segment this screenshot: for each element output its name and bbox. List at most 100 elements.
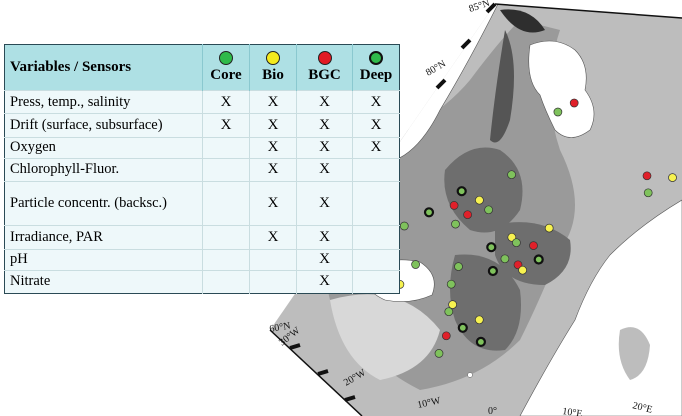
row-mark: X — [249, 180, 297, 226]
float-marker-core — [484, 205, 493, 215]
row-mark — [249, 248, 297, 271]
longitude-label: 0° — [488, 406, 497, 416]
table-row: Chlorophyll-Fluor. X X — [4, 157, 400, 182]
row-mark: X — [296, 225, 353, 250]
float-marker-bgc — [529, 241, 538, 250]
float-marker-bio — [474, 315, 484, 325]
row-mark: X — [352, 113, 400, 137]
latitude-label: 60°N — [269, 320, 292, 335]
row-mark — [352, 248, 400, 271]
float-marker-core — [444, 307, 454, 317]
float-marker-bio — [544, 223, 554, 233]
float-marker-bgc — [569, 98, 579, 108]
table-row: Irradiance, PAR X X — [4, 225, 400, 250]
float-marker-bgc — [642, 171, 652, 181]
svalbard — [528, 40, 595, 138]
row-mark: X — [352, 136, 400, 159]
row-mark: X — [296, 248, 353, 271]
row-mark: X — [249, 225, 297, 250]
row-mark: X — [296, 157, 353, 182]
bio-float-icon — [266, 51, 280, 65]
table-row: pH X — [4, 248, 400, 271]
float-marker-bio — [518, 265, 527, 275]
float-marker-bio — [448, 300, 457, 309]
table-row: Nitrate X — [4, 269, 400, 294]
float-marker-bgc — [449, 201, 459, 210]
sensor-table: Variables / Sensors Core Bio BGC Deep Pr… — [4, 44, 400, 294]
row-mark: X — [296, 136, 353, 159]
row-label: Irradiance, PAR — [4, 225, 203, 250]
float-marker-bio — [475, 195, 484, 205]
table-row: Oxygen X X X — [4, 136, 400, 159]
float-marker-bgc — [441, 331, 451, 341]
row-label: Nitrate — [4, 269, 203, 294]
row-label: Chlorophyll-Fluor. — [4, 157, 203, 182]
longitude-label: 20°E — [631, 400, 653, 416]
row-mark: X — [296, 89, 353, 114]
row-mark: X — [202, 89, 250, 114]
core-float-icon — [219, 51, 233, 65]
table-row: Particle concentr. (backsc.) X X — [4, 180, 400, 226]
float-marker-deep — [486, 242, 497, 253]
row-mark: X — [352, 89, 400, 114]
table-row: Press, temp., salinity X X X X — [4, 89, 400, 114]
float-marker-core — [446, 279, 456, 289]
column-bio: Bio — [249, 44, 297, 91]
row-label: Particle concentr. (backsc.) — [4, 180, 203, 226]
row-mark — [202, 248, 250, 271]
bathymetry — [270, 4, 682, 416]
float-marker-deep — [533, 254, 544, 265]
row-mark — [249, 269, 297, 294]
deep-float-icon — [369, 51, 383, 65]
float-marker-core — [500, 254, 510, 264]
row-mark: X — [296, 269, 353, 294]
float-marker-core — [512, 238, 521, 248]
float-marker-core — [454, 262, 463, 271]
longitude-label: 10°W — [416, 395, 442, 411]
float-marker-core — [507, 170, 516, 180]
column-core: Core — [202, 44, 250, 91]
row-mark — [202, 136, 250, 159]
row-mark — [352, 157, 400, 182]
latitude-label: 80°N — [424, 58, 448, 78]
float-marker-core — [411, 260, 420, 269]
row-mark: X — [249, 157, 297, 182]
float-marker-deep — [456, 186, 467, 197]
float-marker-core — [451, 219, 460, 229]
row-mark — [352, 180, 400, 226]
row-label: Drift (surface, subsurface) — [4, 113, 203, 137]
row-mark: X — [202, 113, 250, 137]
float-marker-bgc — [463, 210, 472, 220]
float-marker-core — [643, 188, 653, 198]
row-mark: X — [249, 89, 297, 114]
row-mark: X — [249, 136, 297, 159]
row-label: Oxygen — [4, 136, 203, 159]
table-title: Variables / Sensors — [4, 44, 203, 91]
row-mark: X — [296, 113, 353, 137]
table-row: Drift (surface, subsurface) X X X X — [4, 113, 400, 137]
row-mark — [352, 225, 400, 250]
float-marker-deep — [487, 265, 498, 277]
row-label: Press, temp., salinity — [4, 89, 203, 114]
float-marker-core — [553, 107, 563, 117]
latitude-label: 85°N — [468, 0, 492, 15]
float-marker-core — [399, 221, 409, 231]
row-mark — [202, 269, 250, 294]
row-mark: X — [296, 180, 353, 226]
float-marker-core — [434, 349, 444, 358]
float-marker-deep — [423, 207, 435, 218]
float-marker-deep — [457, 322, 468, 333]
row-mark — [202, 157, 250, 182]
row-mark — [352, 269, 400, 294]
bgc-float-icon — [317, 51, 332, 65]
row-mark — [202, 225, 250, 250]
row-label: pH — [4, 248, 203, 271]
column-deep: Deep — [352, 44, 400, 91]
float-marker-deep — [475, 336, 486, 347]
column-bgc: BGC — [296, 44, 353, 91]
row-mark: X — [249, 113, 297, 137]
row-mark — [202, 180, 250, 226]
longitude-label: 10°E — [562, 406, 583, 416]
float-marker-bio — [668, 173, 677, 182]
